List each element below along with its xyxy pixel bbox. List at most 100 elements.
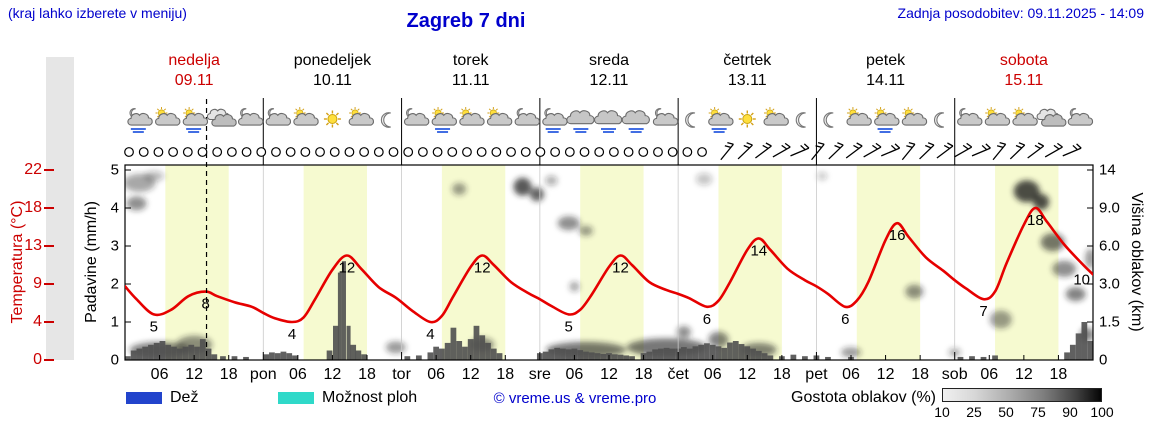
temp-tick: 22 <box>24 161 42 178</box>
cloud-blob <box>696 173 713 186</box>
precip-bar <box>292 355 298 360</box>
cloud-blob <box>1065 287 1086 302</box>
weather-icon-sun-cloud-rain <box>874 107 900 133</box>
cloud-blob <box>989 310 1012 329</box>
cloud-cover-symbol <box>182 147 193 157</box>
day-header-sobota: sobota 15.11 <box>955 51 1093 91</box>
temp-tick: 9 <box>33 275 42 292</box>
copyright-link[interactable]: © vreme.us & vreme.pro <box>493 390 657 407</box>
precip-bar <box>427 352 434 360</box>
cloud-cover-symbol <box>623 147 634 157</box>
showers-legend-label: Možnost ploh <box>322 389 418 406</box>
precip-bar <box>663 347 670 360</box>
cloud-height-axis-title: Višina oblakov (km) <box>1128 192 1145 332</box>
precip-bar <box>485 342 491 360</box>
cloud-blob <box>143 171 164 182</box>
weather-icon-sun-cloud <box>846 107 872 126</box>
rain-legend-label: Dež <box>170 389 199 406</box>
precip-bar <box>704 343 710 360</box>
day-date: 14.11 <box>866 72 905 89</box>
wind-barb <box>1009 142 1026 160</box>
precip-bar <box>646 351 653 360</box>
cloud-cover-symbol <box>432 147 443 157</box>
cloud-cover-symbol <box>153 147 164 157</box>
cloud-density-tick: 75 <box>1030 404 1046 420</box>
weather-icon-moon-cloud <box>652 108 679 126</box>
x-day-label: tor <box>392 366 411 383</box>
precip-bar <box>496 353 503 360</box>
precip-bar <box>433 346 440 360</box>
precip-axis-title: Padavine (mm/h) <box>83 201 100 323</box>
precip-bar <box>205 348 212 360</box>
day-date: 10.11 <box>312 72 352 89</box>
cloud-height-tick: 1.5 <box>1099 313 1120 331</box>
cloud-blob <box>126 196 147 211</box>
cloud-blob <box>841 347 861 358</box>
weather-icon-moon-cloud <box>514 108 540 126</box>
precip-bar <box>231 356 238 360</box>
cloud-blob <box>513 177 532 196</box>
cloud-cover-symbol <box>403 147 414 157</box>
x-day-label: pet <box>805 366 828 383</box>
temp-tick: 13 <box>24 237 42 254</box>
temp-tick: 0 <box>33 351 42 368</box>
precip-bar <box>148 344 154 360</box>
wind-barb <box>936 142 954 159</box>
precip-bar <box>333 325 339 360</box>
weather-icon-sun-cloud-rain <box>431 107 457 133</box>
x-hour-label: 12 <box>738 366 757 383</box>
precip-bar <box>337 272 342 360</box>
precip-bar <box>415 355 422 360</box>
precip-bar <box>652 349 658 360</box>
daylight-band <box>165 165 229 360</box>
precip-bar <box>125 356 131 360</box>
weather-icon-clouds <box>206 108 237 127</box>
precip-bar <box>1087 341 1093 360</box>
precip-tick: 5 <box>110 161 119 179</box>
precip-bar <box>479 335 486 360</box>
precip-bar <box>467 339 474 360</box>
temp-value-label: 12 <box>338 260 355 277</box>
precip-bar <box>136 348 143 360</box>
weather-icon-moon-cloud <box>1067 108 1094 126</box>
cloud-height-tick: 6.0 <box>1099 237 1120 255</box>
cloud-cover-symbol <box>682 147 693 157</box>
precip-bar <box>825 356 831 360</box>
cloud-cover-symbol <box>373 147 384 157</box>
weather-icon-cloud-rain <box>594 110 623 133</box>
cloud-density-tick: 25 <box>966 404 982 420</box>
precip-bar <box>243 356 249 360</box>
precip-bar <box>176 348 183 360</box>
cloud-cover-symbol <box>226 147 237 157</box>
cloud-cover-symbol <box>124 147 134 157</box>
x-hour-label: 12 <box>323 366 342 383</box>
precip-bar <box>560 348 566 360</box>
precip-bar <box>698 344 705 360</box>
cloud-cover-symbol <box>697 147 707 157</box>
weather-icon-moon-cloud <box>237 108 264 126</box>
precip-bar <box>571 348 578 360</box>
precip-bar <box>686 348 693 360</box>
temp-axis-title: Temperatura (°C) <box>9 200 26 324</box>
temp-value-label: 6 <box>703 311 711 328</box>
precip-tick: 3 <box>110 237 119 255</box>
weather-icon-cloud-rain <box>566 110 595 133</box>
precip-tick: 1 <box>110 313 119 331</box>
cloud-cover-symbol <box>241 147 252 157</box>
precip-bar <box>269 352 275 360</box>
precip-tick: 0 <box>110 351 119 369</box>
precip-bar <box>583 351 589 360</box>
precip-bar <box>462 346 468 360</box>
cloud-blob <box>1013 180 1040 203</box>
temp-value-label: 18 <box>1027 212 1044 229</box>
precip-bar <box>969 356 975 360</box>
cloud-blob <box>385 341 406 354</box>
cloud-cover-symbol <box>256 147 267 157</box>
precip-bar <box>588 352 595 360</box>
wind-barb <box>811 142 825 161</box>
cloud-blob <box>529 187 544 202</box>
precip-bar <box>802 356 808 360</box>
day-name: petek <box>865 52 906 69</box>
cloud-density-scale <box>942 388 1102 402</box>
precip-bar <box>767 355 774 360</box>
